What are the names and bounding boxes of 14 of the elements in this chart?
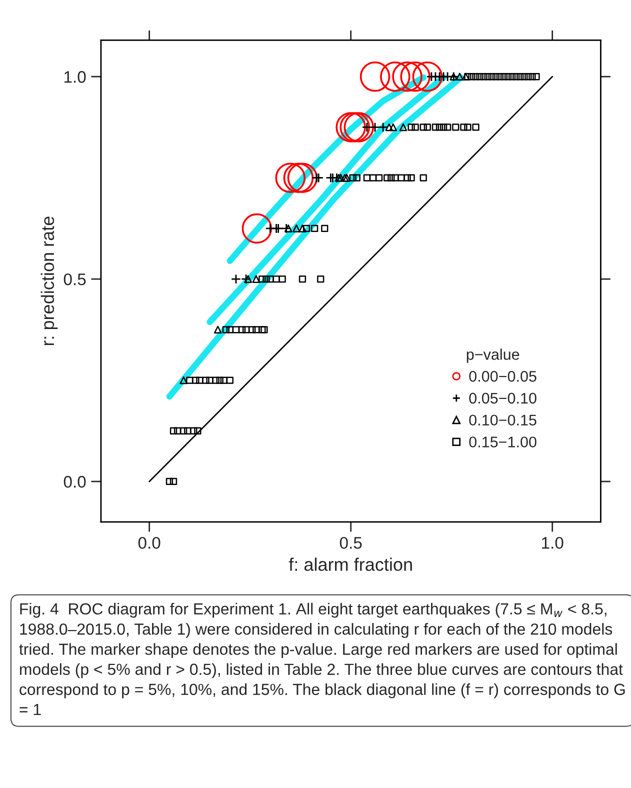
x-tick-label: 1.0 <box>542 536 564 549</box>
legend-label: 0.10−0.15 <box>469 414 536 426</box>
legend-title: p−value <box>466 348 520 363</box>
caption: Fig. 4 ROC diagram for Experiment 1. All eight target earthquakes (7.5 ≤ M$_{w}$ < 8.5, 1988.0–2015.0, Table 1) were considered in calculating r for each of the 210 models tried. The marker shape denotes the p-value. Large red markers are used for optimal models (p < 5% and r > 0.5), listed in Table 2. The three blue curves are contours that correspond to p = 5%, 10%, and 15%. The black diagonal line (f = r) corresponds to G = 1 <box>19 602 625 716</box>
y-tick-label: 0.0 <box>64 476 86 488</box>
legend-label: 0.05−0.10 <box>469 392 536 404</box>
x-tick-label: 0.0 <box>138 536 160 549</box>
x-tick-label: 0.5 <box>340 536 362 549</box>
y-tick-label: 1.0 <box>64 71 86 83</box>
y-axis-title: r: prediction rate <box>40 216 58 346</box>
legend-label: 0.15−1.00 <box>469 436 536 448</box>
y-tick-label: 0.5 <box>64 273 86 286</box>
legend-label: 0.00−0.05 <box>469 370 536 382</box>
x-axis-title: f: alarm fraction <box>288 558 412 571</box>
